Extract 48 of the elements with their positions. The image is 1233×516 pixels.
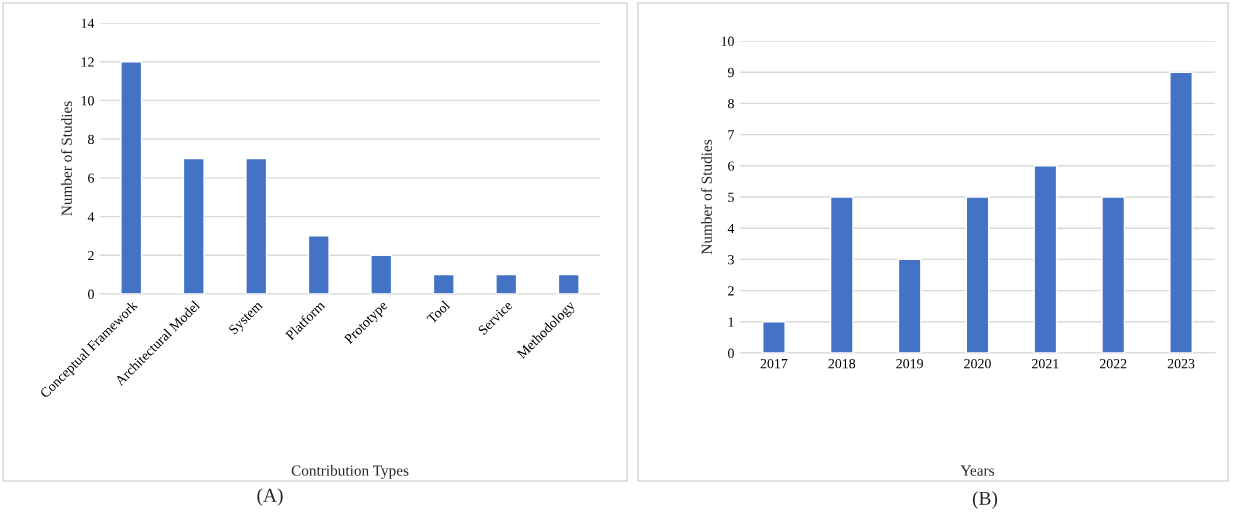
x-axis-title: Contribution Types [291,465,409,479]
y-tick-label: 4 [727,223,735,234]
y-tick-label: 10 [81,96,94,106]
y-tick-label: 12 [81,57,94,67]
bar [965,196,990,353]
text: (B) [972,491,998,509]
y-tick-label: 9 [727,67,734,78]
bar [1033,165,1058,353]
x-tick-label: Tool [426,299,451,325]
y-tick-label: 6 [728,161,735,171]
bar [432,273,455,294]
x-axis-title: Years [960,465,994,476]
y-tick-label: 2 [728,286,734,296]
bar [245,157,268,294]
y-axis-title: Number of Studies [60,101,72,216]
y-tick-label: 3 [728,255,734,265]
text: (A) [257,488,283,506]
y-tick-label: 8 [728,98,734,109]
bar [495,273,518,294]
x-tick-label: 2020 [964,358,991,369]
x-tick-label: 2019 [896,358,923,369]
x-tick-label: 2023 [1167,358,1195,369]
bar [182,157,205,294]
x-tick-label: 2017 [760,358,788,369]
y-tick-label: 0 [88,289,94,299]
bar [762,321,786,353]
bar [307,235,330,294]
y-tick-label: 14 [81,18,95,28]
bar [120,61,143,294]
y-tick-label: 7 [728,130,735,140]
x-tick-label: 2018 [828,358,856,369]
y-tick-label: 4 [87,212,95,222]
x-tick-label: 2022 [1099,358,1127,369]
y-tick-label: 6 [88,173,95,183]
y-tick-label: 1 [728,317,734,327]
y-tick-label: 2 [88,250,94,261]
bar [897,258,922,353]
bar [557,273,580,294]
y-tick-label: 10 [721,36,734,46]
y-axis-title: Number of Studies [700,139,712,255]
x-tick-label: 2021 [1032,358,1059,369]
y-tick-label: 5 [728,192,734,202]
bar [1101,196,1126,353]
bar [370,254,393,294]
y-tick-label: 0 [728,348,734,358]
y-tick-label: 8 [88,134,94,145]
bar [1169,71,1193,353]
bar [829,196,854,353]
